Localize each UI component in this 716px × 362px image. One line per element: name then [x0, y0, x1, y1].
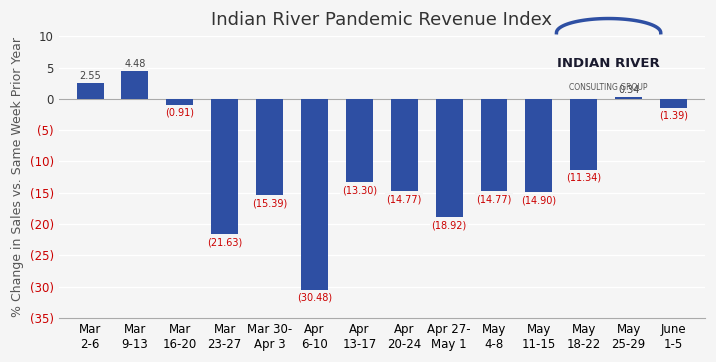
Text: (30.48): (30.48) [297, 293, 332, 303]
Bar [615, 97, 642, 99]
Text: (13.30): (13.30) [342, 185, 377, 195]
Text: (14.77): (14.77) [476, 194, 512, 205]
Text: 0.34: 0.34 [618, 85, 639, 95]
Text: (1.39): (1.39) [659, 111, 688, 121]
Text: (0.91): (0.91) [165, 108, 194, 118]
Bar [480, 99, 508, 191]
Bar [301, 99, 328, 290]
Text: (14.90): (14.90) [521, 195, 556, 205]
Bar [660, 99, 687, 108]
Text: (14.77): (14.77) [387, 194, 422, 205]
Text: (21.63): (21.63) [207, 237, 242, 248]
Bar [166, 99, 193, 105]
Text: CONSULTING GROUP: CONSULTING GROUP [569, 83, 648, 92]
Bar [122, 71, 148, 99]
Bar [346, 99, 373, 182]
Bar [391, 99, 417, 191]
Bar [77, 83, 104, 99]
Text: INDIAN RIVER: INDIAN RIVER [557, 56, 660, 70]
Text: 2.55: 2.55 [79, 71, 101, 81]
Text: 4.48: 4.48 [125, 59, 145, 69]
Text: (18.92): (18.92) [432, 220, 467, 231]
Text: (11.34): (11.34) [566, 173, 601, 183]
Bar [570, 99, 597, 170]
Bar [435, 99, 463, 217]
Title: Indian River Pandemic Revenue Index: Indian River Pandemic Revenue Index [211, 11, 552, 29]
Bar [256, 99, 283, 195]
Bar [526, 99, 552, 192]
Text: (15.39): (15.39) [252, 198, 287, 209]
Y-axis label: % Change in Sales vs. Same Week Prior Year: % Change in Sales vs. Same Week Prior Ye… [11, 37, 24, 317]
Bar [211, 99, 238, 234]
